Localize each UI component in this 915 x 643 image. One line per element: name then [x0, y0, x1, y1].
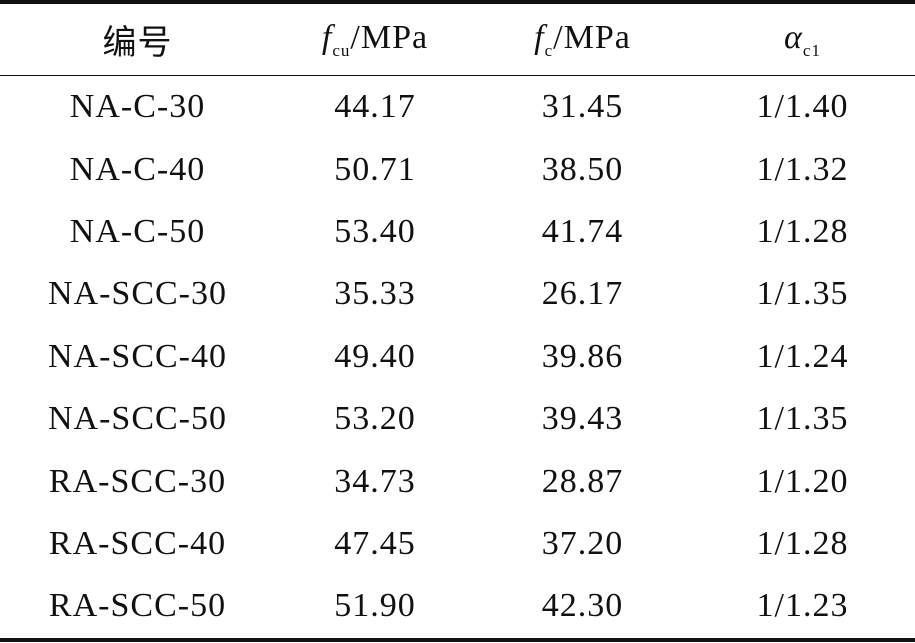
row-label: NA-C-50 [69, 212, 206, 250]
table-cell: 44.17 [334, 88, 416, 126]
header-subscript: cu [332, 40, 351, 60]
table-cell: 49.40 [334, 337, 416, 375]
table-cell: 34.73 [334, 462, 416, 500]
table-cell: 35.33 [334, 275, 416, 313]
table-cell: 39.86 [541, 337, 624, 375]
table-cell: 53.20 [334, 400, 416, 438]
row-label: NA-SCC-50 [47, 400, 228, 438]
header-unit: /MPa [553, 18, 631, 56]
table-row: NA-SCC-30 35.33 26.17 1/1.35 [0, 263, 915, 325]
row-label: RA-SCC-40 [48, 524, 227, 562]
table-cell: 1/1.28 [756, 212, 849, 250]
table-cell: 37.20 [541, 524, 624, 562]
table-cell: 53.40 [334, 212, 416, 250]
table-row: NA-SCC-40 49.40 39.86 1/1.24 [0, 326, 915, 388]
table-cell: 1/1.35 [756, 400, 849, 438]
table-cell: 1/1.24 [756, 337, 849, 375]
header-subscript: c1 [802, 40, 821, 60]
header-symbol: f [534, 18, 545, 56]
table-cell: 51.90 [334, 587, 416, 625]
row-label: NA-SCC-40 [47, 337, 228, 375]
table-cell: 1/1.20 [756, 462, 849, 500]
table-cell: 41.74 [541, 212, 624, 250]
table-row: NA-C-40 50.71 38.50 1/1.32 [0, 138, 915, 200]
table-cell: 50.71 [334, 150, 416, 188]
table-cell: 42.30 [541, 587, 624, 625]
header-cell: fcu/MPa [275, 2, 475, 76]
table-row: RA-SCC-50 51.90 42.30 1/1.23 [0, 575, 915, 639]
table-cell: 38.50 [541, 150, 624, 188]
table-cell: 1/1.35 [756, 275, 849, 313]
table-cell: 1/1.28 [756, 524, 849, 562]
row-label: NA-C-40 [69, 150, 206, 188]
table-cell: 1/1.32 [756, 150, 849, 188]
table-row: NA-C-30 44.17 31.45 1/1.40 [0, 76, 915, 139]
header-symbol: α [784, 18, 803, 56]
table-cell: 47.45 [334, 524, 416, 562]
row-label: NA-C-30 [69, 88, 206, 126]
table-body: NA-C-30 44.17 31.45 1/1.40 NA-C-40 50.71 38.50… [0, 76, 915, 640]
table-row: NA-C-50 53.40 41.74 1/1.28 [0, 201, 915, 263]
row-label: NA-SCC-30 [47, 275, 228, 313]
header-cell: 编号 [0, 2, 275, 76]
header-unit: /MPa [350, 18, 429, 56]
table-cell: 28.87 [541, 462, 624, 500]
header-text: 编号 [102, 23, 173, 63]
table-cell: 31.45 [541, 88, 624, 126]
table-cell: 1/1.40 [756, 88, 849, 126]
header-cell: fc/MPa [475, 2, 690, 76]
header-subscript: c [544, 40, 554, 60]
header-symbol: f [321, 18, 333, 56]
table-row: RA-SCC-30 34.73 28.87 1/1.20 [0, 450, 915, 512]
row-label: RA-SCC-50 [48, 587, 227, 625]
header-cell: αc1 [690, 2, 915, 76]
table-cell: 39.43 [541, 400, 624, 438]
table-row: NA-SCC-50 53.20 39.43 1/1.35 [0, 388, 915, 450]
table-row: RA-SCC-40 47.45 37.20 1/1.28 [0, 513, 915, 575]
table-cell: 26.17 [541, 275, 624, 313]
row-label: RA-SCC-30 [48, 462, 227, 500]
header-row: 编号 fcu/MPa fc/MPa αc1 [0, 2, 915, 76]
table-cell: 1/1.23 [756, 587, 849, 625]
